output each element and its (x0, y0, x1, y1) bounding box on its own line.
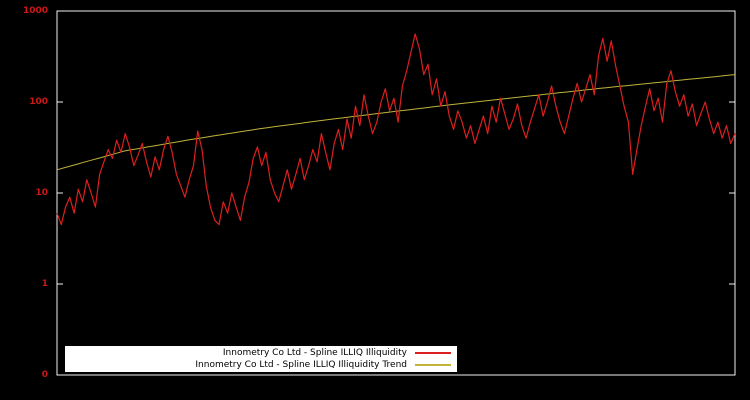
legend-label-illiquidity: Innometry Co Ltd - Spline ILLIQ Illiquid… (222, 348, 407, 358)
legend: Innometry Co Ltd - Spline ILLIQ Illiquid… (65, 346, 457, 372)
legend-line-sample-illiquidity (415, 352, 451, 354)
illiquidity-line (56, 33, 736, 226)
legend-label-trend: Innometry Co Ltd - Spline ILLIQ Illiquid… (195, 360, 407, 370)
legend-line-sample-trend (415, 364, 451, 366)
trend-line (56, 74, 736, 171)
legend-item-trend: Innometry Co Ltd - Spline ILLIQ Illiquid… (71, 359, 451, 371)
plot-frame (56, 10, 736, 376)
legend-item-illiquidity: Innometry Co Ltd - Spline ILLIQ Illiquid… (71, 347, 451, 359)
